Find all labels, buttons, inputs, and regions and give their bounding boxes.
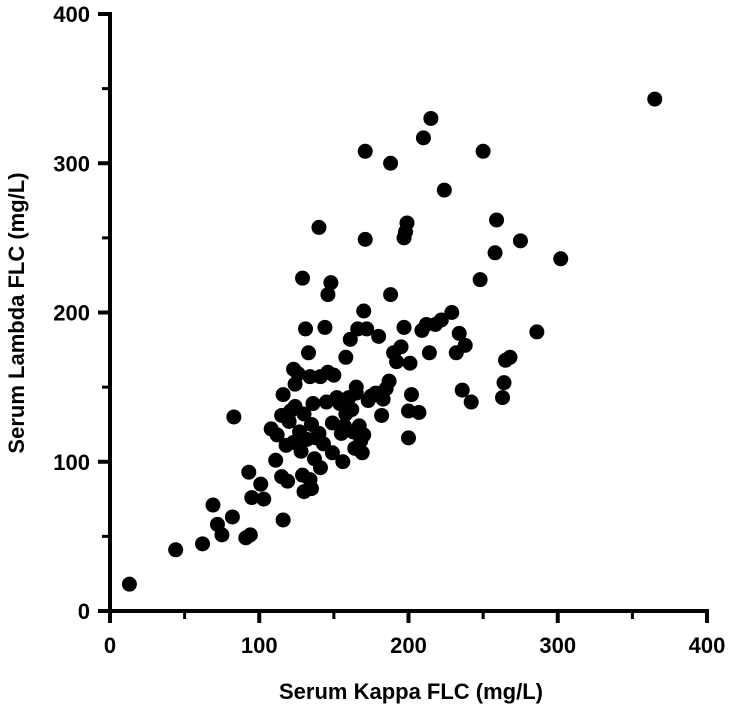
data-point [356, 427, 372, 443]
x-tick-label: 300 [539, 633, 576, 658]
data-point [121, 576, 137, 592]
data-point [214, 527, 230, 543]
y-tick-label: 100 [53, 450, 90, 475]
data-point [326, 367, 342, 383]
data-point [475, 143, 491, 159]
x-axis-title: Serum Kappa FLC (mg/L) [279, 679, 543, 704]
data-point [335, 454, 351, 470]
data-point [312, 460, 328, 476]
data-point [320, 287, 336, 303]
data-point [444, 305, 460, 320]
data-point [454, 382, 470, 398]
data-point [463, 394, 479, 410]
data-point [457, 337, 473, 353]
x-tick-label: 400 [689, 633, 726, 658]
data-point [423, 110, 439, 126]
data-point [502, 349, 518, 365]
data-point [205, 497, 221, 513]
data-point [195, 536, 211, 552]
data-point [324, 445, 340, 461]
data-point [275, 387, 291, 403]
data-point [293, 443, 309, 459]
data-point [451, 325, 467, 341]
data-point [496, 375, 512, 391]
data-point [371, 328, 387, 344]
data-point [357, 143, 373, 159]
data-point [393, 339, 409, 355]
data-point [399, 215, 415, 231]
data-point [433, 312, 449, 328]
data-point [348, 385, 364, 401]
data-point [290, 366, 306, 382]
data-point [269, 427, 285, 443]
data-point [253, 476, 269, 492]
data-point [280, 473, 296, 489]
data-point [338, 349, 354, 365]
data-point [357, 231, 373, 247]
data-point [489, 212, 505, 228]
y-tick-label: 0 [78, 599, 90, 624]
data-point [305, 396, 321, 412]
data-point [356, 303, 372, 319]
x-tick-label: 100 [241, 633, 278, 658]
data-point [323, 275, 339, 291]
data-point [495, 390, 511, 406]
data-point [529, 324, 545, 340]
data-point [436, 182, 452, 198]
data-point [241, 464, 257, 480]
data-point [168, 542, 184, 558]
data-point [472, 272, 488, 288]
data-point [224, 509, 240, 525]
data-point [421, 345, 437, 361]
data-point [389, 354, 405, 370]
data-point [381, 373, 397, 389]
x-tick-label: 0 [104, 633, 116, 658]
data-point [317, 319, 333, 335]
data-point [401, 430, 416, 446]
data-point [396, 319, 412, 335]
data-point [342, 331, 358, 347]
data-point [296, 406, 312, 422]
axes: 0 100 200 300 400 0 100 200 300 400 [53, 2, 725, 658]
data-point [303, 481, 319, 497]
data-point [487, 245, 503, 261]
data-point [512, 233, 528, 249]
data-point [256, 491, 272, 507]
data-point [403, 387, 419, 403]
data-point [383, 155, 399, 171]
data-point [301, 345, 317, 361]
data-point [415, 130, 431, 146]
y-axis-title: Serum Lambda FLC (mg/L) [4, 172, 29, 453]
data-point [275, 512, 291, 528]
y-tick-label: 200 [53, 301, 90, 326]
data-point [242, 527, 258, 543]
data-point [647, 91, 663, 107]
data-point [324, 415, 340, 431]
data-point [383, 287, 399, 303]
data-points [121, 91, 663, 592]
data-point [359, 321, 375, 337]
data-point [302, 369, 318, 385]
data-point [402, 355, 418, 371]
data-point [344, 402, 360, 418]
y-tick-label: 300 [53, 151, 90, 176]
data-point [354, 445, 370, 461]
x-tick-label: 200 [390, 633, 427, 658]
data-point [268, 452, 284, 468]
data-point [411, 404, 427, 420]
data-point [553, 251, 569, 267]
data-point [295, 270, 311, 286]
data-point [374, 407, 390, 423]
data-point [244, 490, 260, 506]
data-point [311, 219, 327, 235]
data-point [226, 409, 242, 425]
data-point [298, 321, 314, 337]
y-tick-label: 400 [53, 2, 90, 27]
